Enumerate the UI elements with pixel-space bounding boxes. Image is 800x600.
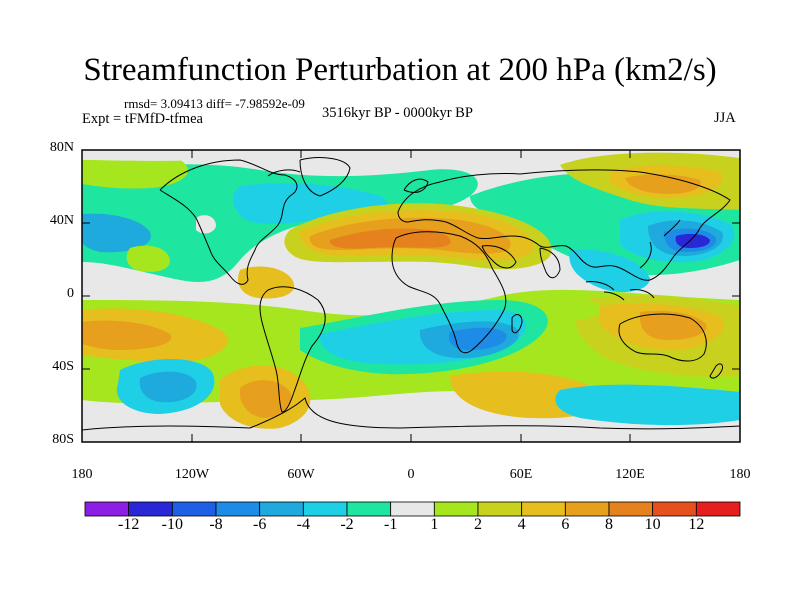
colorbar-swatch bbox=[608, 501, 654, 517]
colorbar-label: -8 bbox=[209, 516, 223, 533]
colorbar-label: 10 bbox=[644, 516, 661, 533]
stats-text: rmsd= 3.09413 diff= -7.98592e-09 bbox=[124, 96, 305, 111]
experiment-label: Expt = tFMfD-tfmea bbox=[82, 111, 203, 127]
streamfunction-field bbox=[82, 150, 740, 442]
lat-tick-label: 40N bbox=[49, 213, 74, 228]
colorbar-swatch bbox=[128, 501, 173, 517]
colorbar bbox=[84, 501, 741, 517]
colorbar-label: 6 bbox=[561, 516, 570, 533]
period-label: 3516kyr BP - 0000kyr BP bbox=[322, 105, 473, 121]
colorbar-label: 4 bbox=[517, 516, 526, 533]
colorbar-swatch bbox=[171, 501, 217, 517]
colorbar-swatch bbox=[695, 501, 741, 517]
colorbar-label: 1 bbox=[430, 516, 439, 533]
colorbar-swatch bbox=[652, 501, 697, 517]
colorbar-swatch bbox=[433, 501, 479, 517]
colorbar-label: -10 bbox=[161, 516, 183, 533]
colorbar-swatch bbox=[390, 501, 435, 517]
lat-tick-label: 0 bbox=[67, 286, 74, 301]
lat-tick-label: 80S bbox=[52, 432, 74, 447]
colorbar-label: 12 bbox=[688, 516, 705, 533]
colorbar-swatch bbox=[215, 501, 261, 517]
axis-ticks bbox=[81, 149, 741, 443]
colorbar-label: -6 bbox=[252, 516, 267, 533]
lon-tick-label: 0 bbox=[407, 467, 415, 482]
colorbar-swatch bbox=[521, 501, 566, 517]
colorbar-label: -12 bbox=[117, 516, 140, 533]
colorbar-label: -2 bbox=[340, 516, 354, 533]
colorbar-swatch bbox=[564, 501, 610, 517]
lon-tick-label: 120E bbox=[615, 467, 645, 482]
colorbar-swatch bbox=[346, 501, 392, 517]
lon-tick-label: 180 bbox=[71, 467, 93, 482]
season-label: JJA bbox=[714, 110, 736, 126]
colorbar-label: 8 bbox=[605, 516, 613, 533]
lat-tick-label: 80N bbox=[49, 140, 74, 155]
colorbar-swatch bbox=[259, 501, 304, 517]
colorbar-label: 2 bbox=[474, 516, 482, 533]
chart-title: Streamfunction Perturbation at 200 hPa (… bbox=[83, 52, 717, 88]
colorbar-label: -4 bbox=[296, 516, 310, 533]
colorbar-swatch bbox=[302, 501, 348, 517]
lon-tick-label: 60W bbox=[287, 467, 315, 482]
lon-tick-label: 60E bbox=[509, 467, 533, 482]
coastlines bbox=[82, 157, 740, 431]
lat-tick-label: 40S bbox=[52, 359, 74, 374]
lon-tick-label: 180 bbox=[729, 467, 751, 482]
colorbar-label: -1 bbox=[383, 516, 398, 533]
colorbar-swatch bbox=[84, 501, 130, 517]
lon-tick-label: 120W bbox=[174, 467, 210, 482]
colorbar-swatch bbox=[477, 501, 523, 517]
